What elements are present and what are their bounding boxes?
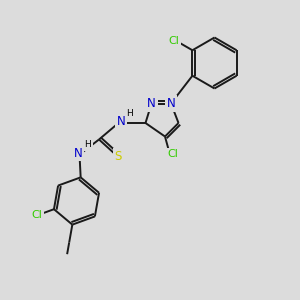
Text: N: N <box>147 97 156 110</box>
Text: N: N <box>167 97 176 110</box>
Text: Cl: Cl <box>32 210 42 220</box>
Text: N: N <box>116 115 125 128</box>
Text: Cl: Cl <box>168 35 179 46</box>
Text: H: H <box>127 109 133 118</box>
Text: S: S <box>114 149 122 163</box>
Text: N: N <box>74 146 82 160</box>
Text: H: H <box>84 140 91 149</box>
Text: Cl: Cl <box>167 149 178 160</box>
